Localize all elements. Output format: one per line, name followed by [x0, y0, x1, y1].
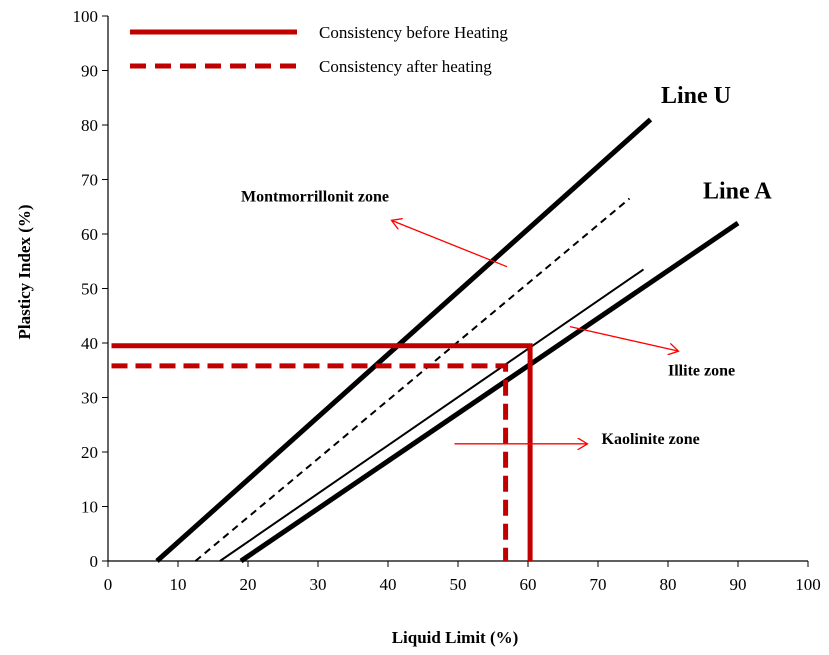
x-tick-label: 70 [590, 575, 607, 594]
legend-label-dashed: Consistency after heating [319, 57, 492, 76]
y-tick-label: 50 [81, 280, 98, 299]
y-tick-label: 80 [81, 116, 98, 135]
series-reference-line-3 [219, 268, 645, 562]
line-label-line-a: Line A [703, 179, 772, 205]
series-reference-line-2 [194, 197, 631, 562]
zone-label-kaolinite-zone: Kaolinite zone [602, 431, 700, 448]
y-tick-label: 20 [81, 443, 98, 462]
y-tick-label: 90 [81, 62, 98, 81]
series-consistency-before-heating [111, 343, 533, 561]
y-tick-label: 0 [90, 552, 99, 571]
x-tick-label: 90 [730, 575, 747, 594]
x-tick-label: 40 [380, 575, 397, 594]
y-tick-label: 60 [81, 225, 98, 244]
y-tick-label: 30 [81, 389, 98, 408]
line-label-line-u: Line U [661, 83, 731, 109]
legend-label-solid: Consistency before Heating [319, 23, 508, 42]
arrow-illite-zone [569, 326, 679, 352]
series-line-u [155, 117, 653, 563]
y-tick-label: 40 [81, 334, 98, 353]
y-tick-label: 70 [81, 171, 98, 190]
y-axis-title: Plasticy Index (%) [15, 204, 34, 339]
x-tick-label: 80 [660, 575, 677, 594]
zone-label-montmorrillonit-zone: Montmorrillonit zone [241, 188, 389, 205]
x-axis-title: Liquid Limit (%) [392, 628, 519, 647]
x-tick-label: 0 [104, 575, 113, 594]
y-tick-label: 100 [73, 7, 99, 26]
y-tick-label: 10 [81, 498, 98, 517]
zone-label-illite-zone: Illite zone [668, 363, 735, 380]
x-tick-label: 50 [450, 575, 467, 594]
x-tick-label: 30 [310, 575, 327, 594]
series-line-a [239, 221, 740, 564]
arrow-montmorrillonit-zone [392, 220, 508, 268]
x-tick-label: 10 [170, 575, 187, 594]
x-tick-label: 100 [795, 575, 821, 594]
x-tick-label: 20 [240, 575, 257, 594]
series-consistency-after-heating [111, 363, 509, 561]
x-tick-label: 60 [520, 575, 537, 594]
